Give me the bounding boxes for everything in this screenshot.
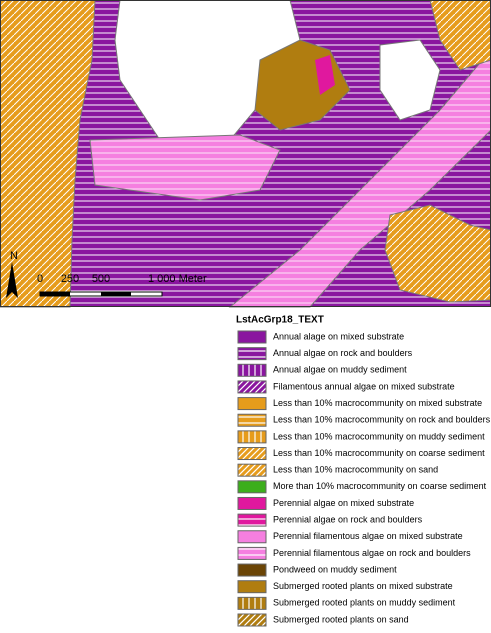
scale-label: 1 000 Meter <box>148 273 207 285</box>
region <box>228 49 491 308</box>
legend-swatch <box>237 413 267 427</box>
scale-label: 250 <box>61 273 79 285</box>
scale-bar-segment <box>101 292 131 296</box>
legend-swatch <box>237 613 267 627</box>
legend-label: Perennial algae on rock and boulders <box>273 514 423 524</box>
legend-swatch <box>237 330 267 344</box>
legend-label: Less than 10% macrocommunity on coarse s… <box>273 448 485 458</box>
legend: Annual alage on mixed substrate Annual al… <box>237 330 491 627</box>
legend-swatch <box>237 580 267 594</box>
legend-label: Less than 10% macrocommunity on mixed su… <box>273 398 482 408</box>
map: N 0 250 500 1 000 Meter <box>0 0 491 308</box>
legend-label: Less than 10% macrocommunity on rock and… <box>273 415 491 425</box>
legend-label: More than 10% macrocommunity on coarse s… <box>273 481 487 491</box>
legend-label: Annual alage on mixed substrate <box>273 331 404 341</box>
region <box>429 0 491 71</box>
legend-swatch <box>237 480 267 494</box>
legend-swatch <box>237 397 267 411</box>
legend-swatch <box>237 447 267 461</box>
legend-label: Perennial filamentous algae on rock and … <box>273 548 471 558</box>
legend-label: Perennial filamentous algae on mixed sub… <box>273 531 463 541</box>
legend-swatch <box>237 563 267 577</box>
scale-label: 0 <box>37 273 43 285</box>
legend-swatch <box>237 596 267 610</box>
legend-swatch <box>237 380 267 394</box>
legend-label: Less than 10% macrocommunity on sand <box>273 465 438 475</box>
legend-swatch <box>237 513 267 527</box>
legend-swatch <box>237 530 267 544</box>
island <box>379 39 441 121</box>
legend-label: Annual algae on rock and boulders <box>273 348 413 358</box>
legend-swatch <box>237 347 267 361</box>
legend-label: Pondweed on muddy sediment <box>273 564 397 574</box>
legend-label: Submerged rooted plants on sand <box>273 614 409 624</box>
legend-label: Less than 10% macrocommunity on muddy se… <box>273 431 485 441</box>
north-label: N <box>10 250 18 262</box>
region <box>89 134 281 201</box>
region <box>315 55 335 95</box>
scale-label: 500 <box>92 273 110 285</box>
scale-bar-segment <box>40 292 70 296</box>
legend-swatch <box>237 430 267 444</box>
legend-title: LstAcGrp18_TEXT <box>236 315 324 326</box>
scale-bar <box>39 291 163 297</box>
legend-label: Filamentous annual algae on mixed substr… <box>273 381 455 391</box>
legend-swatch <box>237 463 267 477</box>
legend-label: Perennial algae on mixed substrate <box>273 498 414 508</box>
legend-label: Annual algae on muddy sediment <box>273 365 407 375</box>
legend-swatch <box>237 363 267 377</box>
region <box>384 204 491 303</box>
legend-label: Submerged rooted plants on muddy sedimen… <box>273 598 456 608</box>
legend-swatch <box>237 546 267 560</box>
north-arrow <box>6 262 18 298</box>
legend-swatch <box>237 496 267 510</box>
legend-label: Submerged rooted plants on mixed substra… <box>273 581 453 591</box>
